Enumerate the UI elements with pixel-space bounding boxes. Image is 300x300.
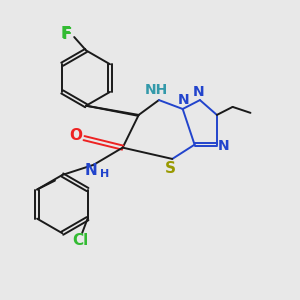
Text: N: N [218,139,229,153]
Text: NH: NH [145,83,168,97]
Text: Cl: Cl [73,233,89,248]
Text: S: S [165,161,176,176]
Text: F: F [61,27,72,42]
Text: N: N [178,93,189,107]
Text: F: F [61,26,71,41]
Text: N: N [193,85,204,99]
Text: O: O [69,128,82,142]
Text: N: N [84,163,97,178]
Text: H: H [100,169,110,179]
